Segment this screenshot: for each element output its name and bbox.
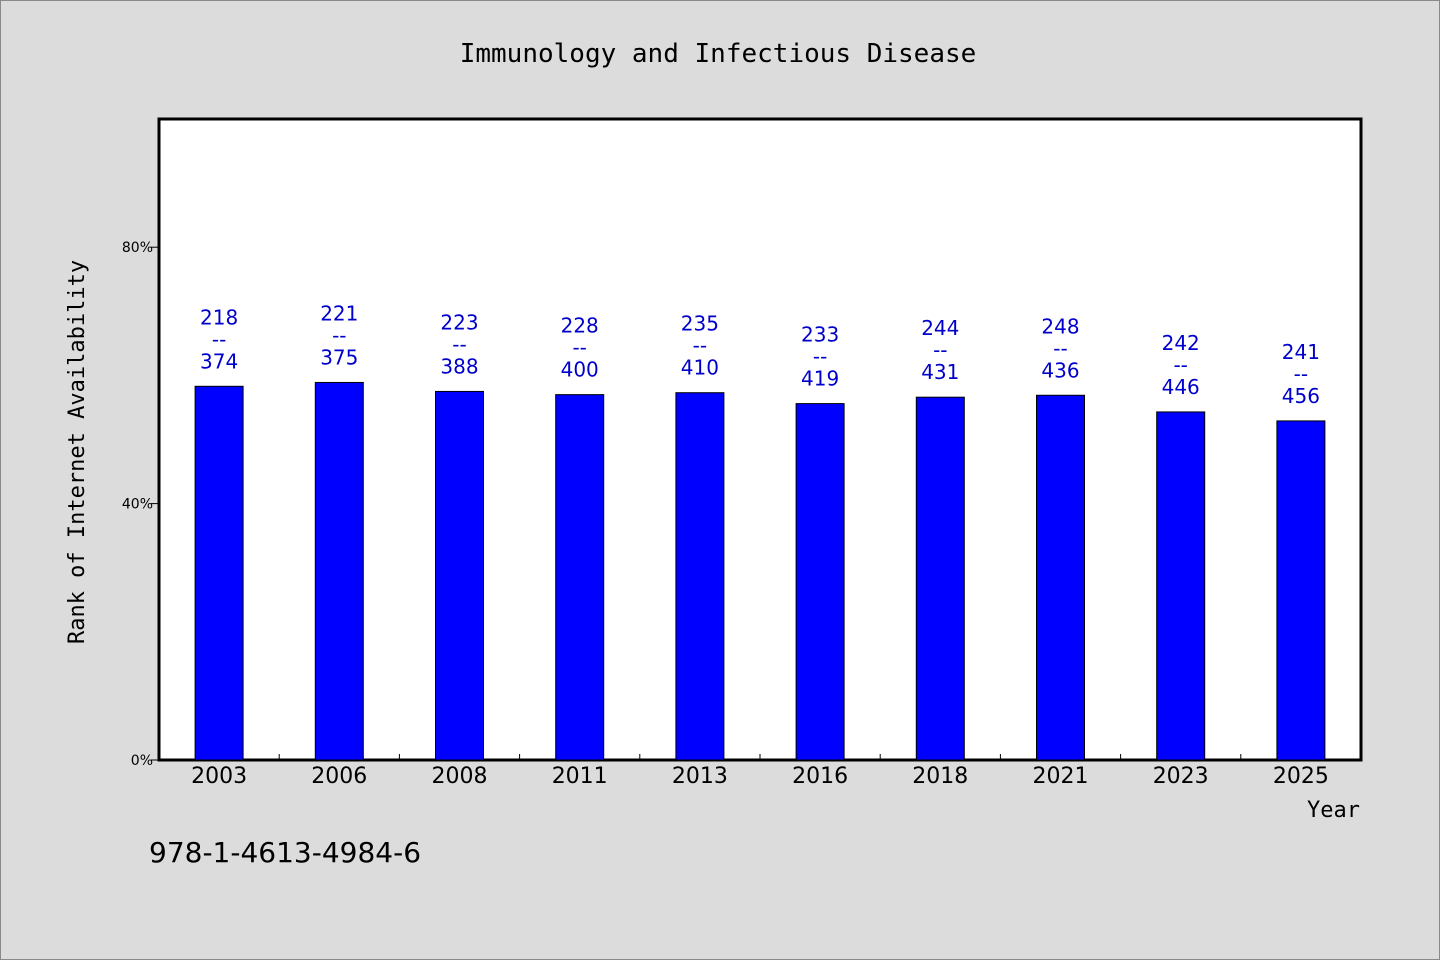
- data-label-2025-line2: --: [1294, 362, 1308, 386]
- bar-2013: [675, 392, 725, 761]
- chart-title: Immunology and Infectious Disease: [460, 39, 977, 69]
- bar-2008: [435, 390, 484, 761]
- bar-2011: [555, 394, 605, 761]
- data-label-2006-line1: 221: [320, 301, 358, 325]
- data-label-2023-line1: 242: [1162, 331, 1200, 355]
- bar-2016: [795, 403, 845, 761]
- x-tick-label-2018: 2018: [912, 764, 968, 789]
- y-axis: 0% 40% 80%: [122, 240, 159, 769]
- data-label-2011-line1: 228: [561, 314, 599, 338]
- data-label-2013-line1: 235: [681, 312, 719, 336]
- y-tick-label-0: 0%: [131, 753, 153, 769]
- x-tick-label-2013: 2013: [672, 764, 728, 789]
- data-label-2025-line1: 241: [1282, 340, 1320, 364]
- data-label-2011-line2: --: [572, 336, 586, 360]
- data-label-2013-line3: 410: [681, 356, 719, 380]
- data-label-2008-line2: --: [452, 332, 466, 356]
- x-tick-label-2016: 2016: [792, 764, 848, 789]
- bar-2025: [1276, 420, 1326, 761]
- data-label-2016-line3: 419: [801, 367, 839, 391]
- x-tick-label-2023: 2023: [1153, 764, 1209, 789]
- data-label-2006-line3: 375: [320, 345, 358, 369]
- bar-2023: [1156, 411, 1206, 761]
- data-label-2011-line3: 400: [561, 358, 599, 382]
- data-label-2003-line2: --: [212, 327, 226, 351]
- x-tick-label-2025: 2025: [1273, 764, 1329, 789]
- x-tick-label-2006: 2006: [311, 764, 367, 789]
- x-axis-title: Year: [1307, 798, 1360, 823]
- x-tick-label-2008: 2008: [432, 764, 488, 789]
- data-label-2018-line1: 244: [921, 316, 959, 340]
- data-label-2013-line2: --: [693, 334, 707, 358]
- bar-2006: [314, 381, 364, 761]
- y-axis-title: Rank of Internet Availability: [65, 260, 90, 644]
- data-label-2023-line3: 446: [1162, 375, 1200, 399]
- y-tick-label-80: 80%: [122, 240, 153, 256]
- bar-2003: [194, 385, 244, 761]
- isbn-footnote: 978-1-4613-4984-6: [149, 836, 421, 869]
- data-labels-layer: 218--374221--375223--388228--400235--410…: [200, 301, 1320, 407]
- data-label-2018-line2: --: [933, 338, 947, 362]
- bars-layer: [194, 381, 1326, 761]
- x-tick-label-2021: 2021: [1033, 764, 1089, 789]
- data-label-2016-line2: --: [813, 345, 827, 369]
- data-label-2008-line3: 388: [440, 354, 478, 378]
- data-label-2008-line1: 223: [440, 310, 478, 334]
- y-tick-label-40: 40%: [122, 497, 153, 513]
- data-label-2021-line3: 436: [1041, 358, 1079, 382]
- bar-2021: [1036, 394, 1085, 761]
- data-label-2016-line1: 233: [801, 323, 839, 347]
- data-label-2006-line2: --: [332, 323, 346, 347]
- data-label-2003-line3: 374: [200, 349, 238, 373]
- x-tick-label-2011: 2011: [552, 764, 608, 789]
- data-label-2018-line3: 431: [921, 360, 959, 384]
- data-label-2003-line1: 218: [200, 305, 238, 329]
- data-label-2025-line3: 456: [1282, 384, 1320, 408]
- x-tick-label-2003: 2003: [191, 764, 247, 789]
- bar-2018: [915, 396, 965, 761]
- data-label-2023-line2: --: [1173, 353, 1187, 377]
- data-label-2021-line2: --: [1053, 336, 1067, 360]
- x-axis: 2003 2006 2008 2011 2013 2016 2018 2021 2023 2025: [191, 754, 1329, 789]
- data-label-2021-line1: 248: [1041, 314, 1079, 338]
